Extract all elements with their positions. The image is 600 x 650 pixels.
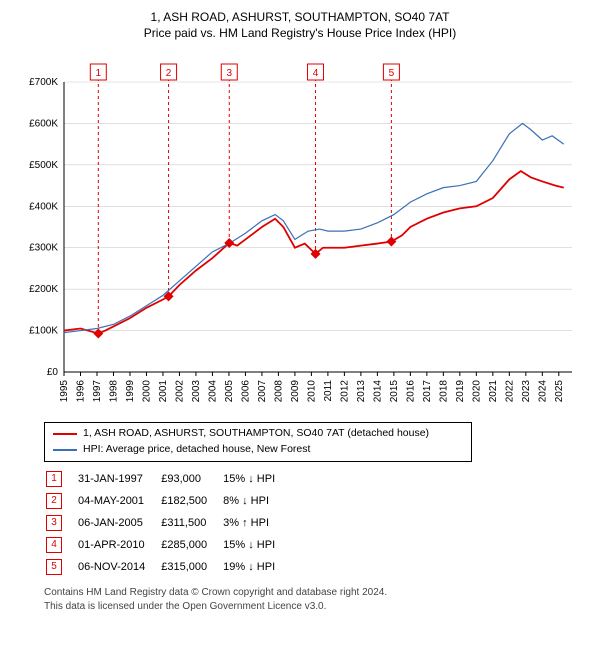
- table-row: 5 06-NOV-2014£315,00019% ↓ HPI: [44, 556, 289, 578]
- svg-text:2010: 2010: [306, 380, 317, 403]
- event-date: 04-MAY-2001: [76, 490, 159, 512]
- svg-text:3: 3: [226, 68, 232, 79]
- svg-text:1: 1: [96, 68, 102, 79]
- svg-text:5: 5: [389, 68, 395, 79]
- svg-text:2012: 2012: [339, 380, 350, 403]
- svg-text:2020: 2020: [471, 380, 482, 403]
- legend-label: 1, ASH ROAD, ASHURST, SOUTHAMPTON, SO40 …: [83, 426, 429, 442]
- svg-text:2019: 2019: [455, 380, 466, 403]
- svg-text:£400K: £400K: [29, 201, 58, 212]
- event-price: £315,000: [159, 556, 221, 578]
- svg-text:2013: 2013: [356, 380, 367, 403]
- table-row: 2 04-MAY-2001£182,5008% ↓ HPI: [44, 490, 289, 512]
- chart-svg: £0 £100K £200K £300K £400K £500K £600K £700K 199…: [20, 46, 580, 416]
- svg-text:2011: 2011: [323, 380, 334, 402]
- svg-text:2000: 2000: [141, 380, 152, 403]
- event-price: £311,500: [159, 512, 221, 534]
- svg-text:2015: 2015: [389, 380, 400, 403]
- event-number-box: 5: [46, 559, 62, 575]
- svg-text:2004: 2004: [207, 380, 218, 403]
- svg-text:2006: 2006: [240, 380, 251, 403]
- event-number-box: 3: [46, 515, 62, 531]
- table-row: 4 01-APR-2010£285,00015% ↓ HPI: [44, 534, 289, 556]
- svg-text:£600K: £600K: [29, 118, 58, 129]
- page-subtitle: Price paid vs. HM Land Registry's House …: [8, 26, 592, 40]
- table-row: 3 06-JAN-2005£311,5003% ↑ HPI: [44, 512, 289, 534]
- svg-text:2021: 2021: [488, 380, 499, 403]
- svg-text:2024: 2024: [537, 380, 548, 403]
- svg-text:£100K: £100K: [29, 326, 58, 337]
- legend: 1, ASH ROAD, ASHURST, SOUTHAMPTON, SO40 …: [44, 422, 472, 462]
- svg-text:1995: 1995: [59, 380, 70, 403]
- svg-text:2007: 2007: [257, 380, 268, 403]
- legend-item: HPI: Average price, detached house, New …: [53, 442, 463, 458]
- event-pct: 19% ↓ HPI: [221, 556, 289, 578]
- event-pct: 15% ↓ HPI: [221, 468, 289, 490]
- legend-label: HPI: Average price, detached house, New …: [83, 442, 310, 458]
- price-chart: £0 £100K £200K £300K £400K £500K £600K £700K 199…: [20, 46, 580, 416]
- event-pct: 3% ↑ HPI: [221, 512, 289, 534]
- svg-text:2: 2: [166, 68, 172, 79]
- svg-text:2003: 2003: [191, 380, 202, 403]
- svg-text:2005: 2005: [224, 380, 235, 403]
- svg-text:£200K: £200K: [29, 284, 58, 295]
- svg-text:£500K: £500K: [29, 160, 58, 171]
- svg-text:2018: 2018: [438, 380, 449, 403]
- svg-text:2014: 2014: [372, 380, 383, 403]
- events-table: 131-JAN-1997£93,00015% ↓ HPI204-MAY-2001…: [44, 468, 289, 578]
- legend-item: 1, ASH ROAD, ASHURST, SOUTHAMPTON, SO40 …: [53, 426, 463, 442]
- svg-text:2002: 2002: [174, 380, 185, 403]
- event-price: £93,000: [159, 468, 221, 490]
- event-date: 06-NOV-2014: [76, 556, 159, 578]
- event-number-box: 1: [46, 471, 62, 487]
- svg-text:£700K: £700K: [29, 77, 58, 88]
- svg-text:4: 4: [313, 68, 319, 79]
- event-date: 06-JAN-2005: [76, 512, 159, 534]
- footer-line: Contains HM Land Registry data © Crown c…: [44, 586, 592, 600]
- svg-text:£300K: £300K: [29, 243, 58, 254]
- event-price: £182,500: [159, 490, 221, 512]
- footer-line: This data is licensed under the Open Gov…: [44, 600, 592, 614]
- svg-text:1999: 1999: [125, 380, 136, 403]
- svg-text:2022: 2022: [504, 380, 515, 403]
- svg-text:2025: 2025: [554, 380, 565, 403]
- svg-text:2009: 2009: [290, 380, 301, 403]
- event-price: £285,000: [159, 534, 221, 556]
- svg-text:2016: 2016: [405, 380, 416, 403]
- svg-text:1997: 1997: [92, 380, 103, 403]
- svg-text:1998: 1998: [108, 380, 119, 403]
- svg-text:2017: 2017: [422, 380, 433, 403]
- legend-swatch: [53, 433, 77, 435]
- event-number-box: 2: [46, 493, 62, 509]
- event-date: 01-APR-2010: [76, 534, 159, 556]
- table-row: 1 31-JAN-1997£93,00015% ↓ HPI: [44, 468, 289, 490]
- svg-text:2008: 2008: [273, 380, 284, 403]
- event-date: 31-JAN-1997: [76, 468, 159, 490]
- event-pct: 15% ↓ HPI: [221, 534, 289, 556]
- legend-swatch: [53, 449, 77, 451]
- event-number-box: 4: [46, 537, 62, 553]
- svg-text:2023: 2023: [521, 380, 532, 403]
- page-title: 1, ASH ROAD, ASHURST, SOUTHAMPTON, SO40 …: [8, 10, 592, 24]
- svg-text:2001: 2001: [158, 380, 169, 403]
- event-pct: 8% ↓ HPI: [221, 490, 289, 512]
- svg-text:£0: £0: [47, 367, 59, 378]
- footer-text: Contains HM Land Registry data © Crown c…: [44, 586, 592, 614]
- svg-text:1996: 1996: [75, 380, 86, 403]
